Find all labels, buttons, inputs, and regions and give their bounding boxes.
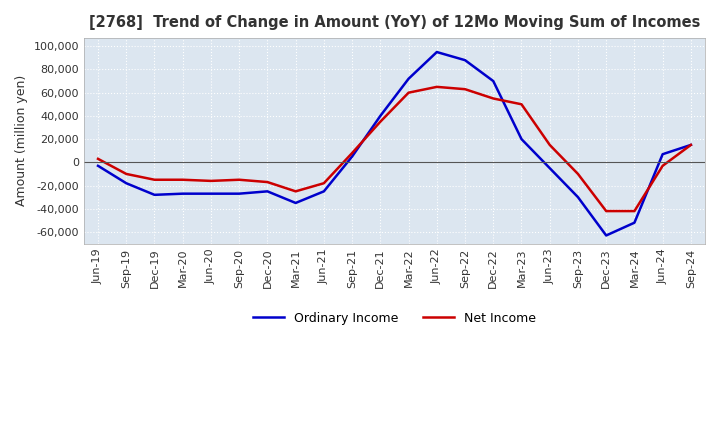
Ordinary Income bbox=[122, 180, 130, 186]
Ordinary Income bbox=[517, 136, 526, 142]
Net Income bbox=[320, 180, 328, 186]
Ordinary Income bbox=[658, 151, 667, 157]
Legend: Ordinary Income, Net Income: Ordinary Income, Net Income bbox=[248, 307, 541, 330]
Net Income bbox=[263, 180, 271, 185]
Ordinary Income bbox=[461, 58, 469, 63]
Ordinary Income bbox=[630, 220, 639, 225]
Net Income bbox=[630, 209, 639, 214]
Net Income bbox=[179, 177, 187, 183]
Ordinary Income bbox=[687, 142, 696, 147]
Net Income bbox=[574, 171, 582, 176]
Ordinary Income bbox=[292, 200, 300, 205]
Net Income bbox=[517, 102, 526, 107]
Ordinary Income bbox=[320, 189, 328, 194]
Ordinary Income bbox=[235, 191, 243, 196]
Net Income bbox=[433, 84, 441, 89]
Ordinary Income bbox=[376, 113, 384, 118]
Net Income bbox=[404, 90, 413, 95]
Ordinary Income bbox=[489, 78, 498, 84]
Line: Ordinary Income: Ordinary Income bbox=[98, 52, 691, 235]
Net Income bbox=[461, 87, 469, 92]
Ordinary Income bbox=[404, 76, 413, 81]
Net Income bbox=[376, 119, 384, 125]
Net Income bbox=[658, 163, 667, 169]
Ordinary Income bbox=[207, 191, 215, 196]
Net Income bbox=[122, 171, 130, 176]
Net Income bbox=[207, 178, 215, 183]
Ordinary Income bbox=[150, 192, 159, 198]
Net Income bbox=[150, 177, 159, 183]
Ordinary Income bbox=[546, 165, 554, 171]
Line: Net Income: Net Income bbox=[98, 87, 691, 211]
Net Income bbox=[602, 209, 611, 214]
Net Income bbox=[292, 189, 300, 194]
Ordinary Income bbox=[94, 163, 102, 169]
Net Income bbox=[489, 96, 498, 101]
Net Income bbox=[687, 142, 696, 147]
Ordinary Income bbox=[263, 189, 271, 194]
Ordinary Income bbox=[348, 154, 356, 159]
Y-axis label: Amount (million yen): Amount (million yen) bbox=[15, 75, 28, 206]
Ordinary Income bbox=[602, 233, 611, 238]
Net Income bbox=[546, 142, 554, 147]
Ordinary Income bbox=[574, 194, 582, 200]
Net Income bbox=[94, 156, 102, 161]
Ordinary Income bbox=[433, 49, 441, 55]
Ordinary Income bbox=[179, 191, 187, 196]
Net Income bbox=[235, 177, 243, 183]
Net Income bbox=[348, 150, 356, 156]
Title: [2768]  Trend of Change in Amount (YoY) of 12Mo Moving Sum of Incomes: [2768] Trend of Change in Amount (YoY) o… bbox=[89, 15, 700, 30]
